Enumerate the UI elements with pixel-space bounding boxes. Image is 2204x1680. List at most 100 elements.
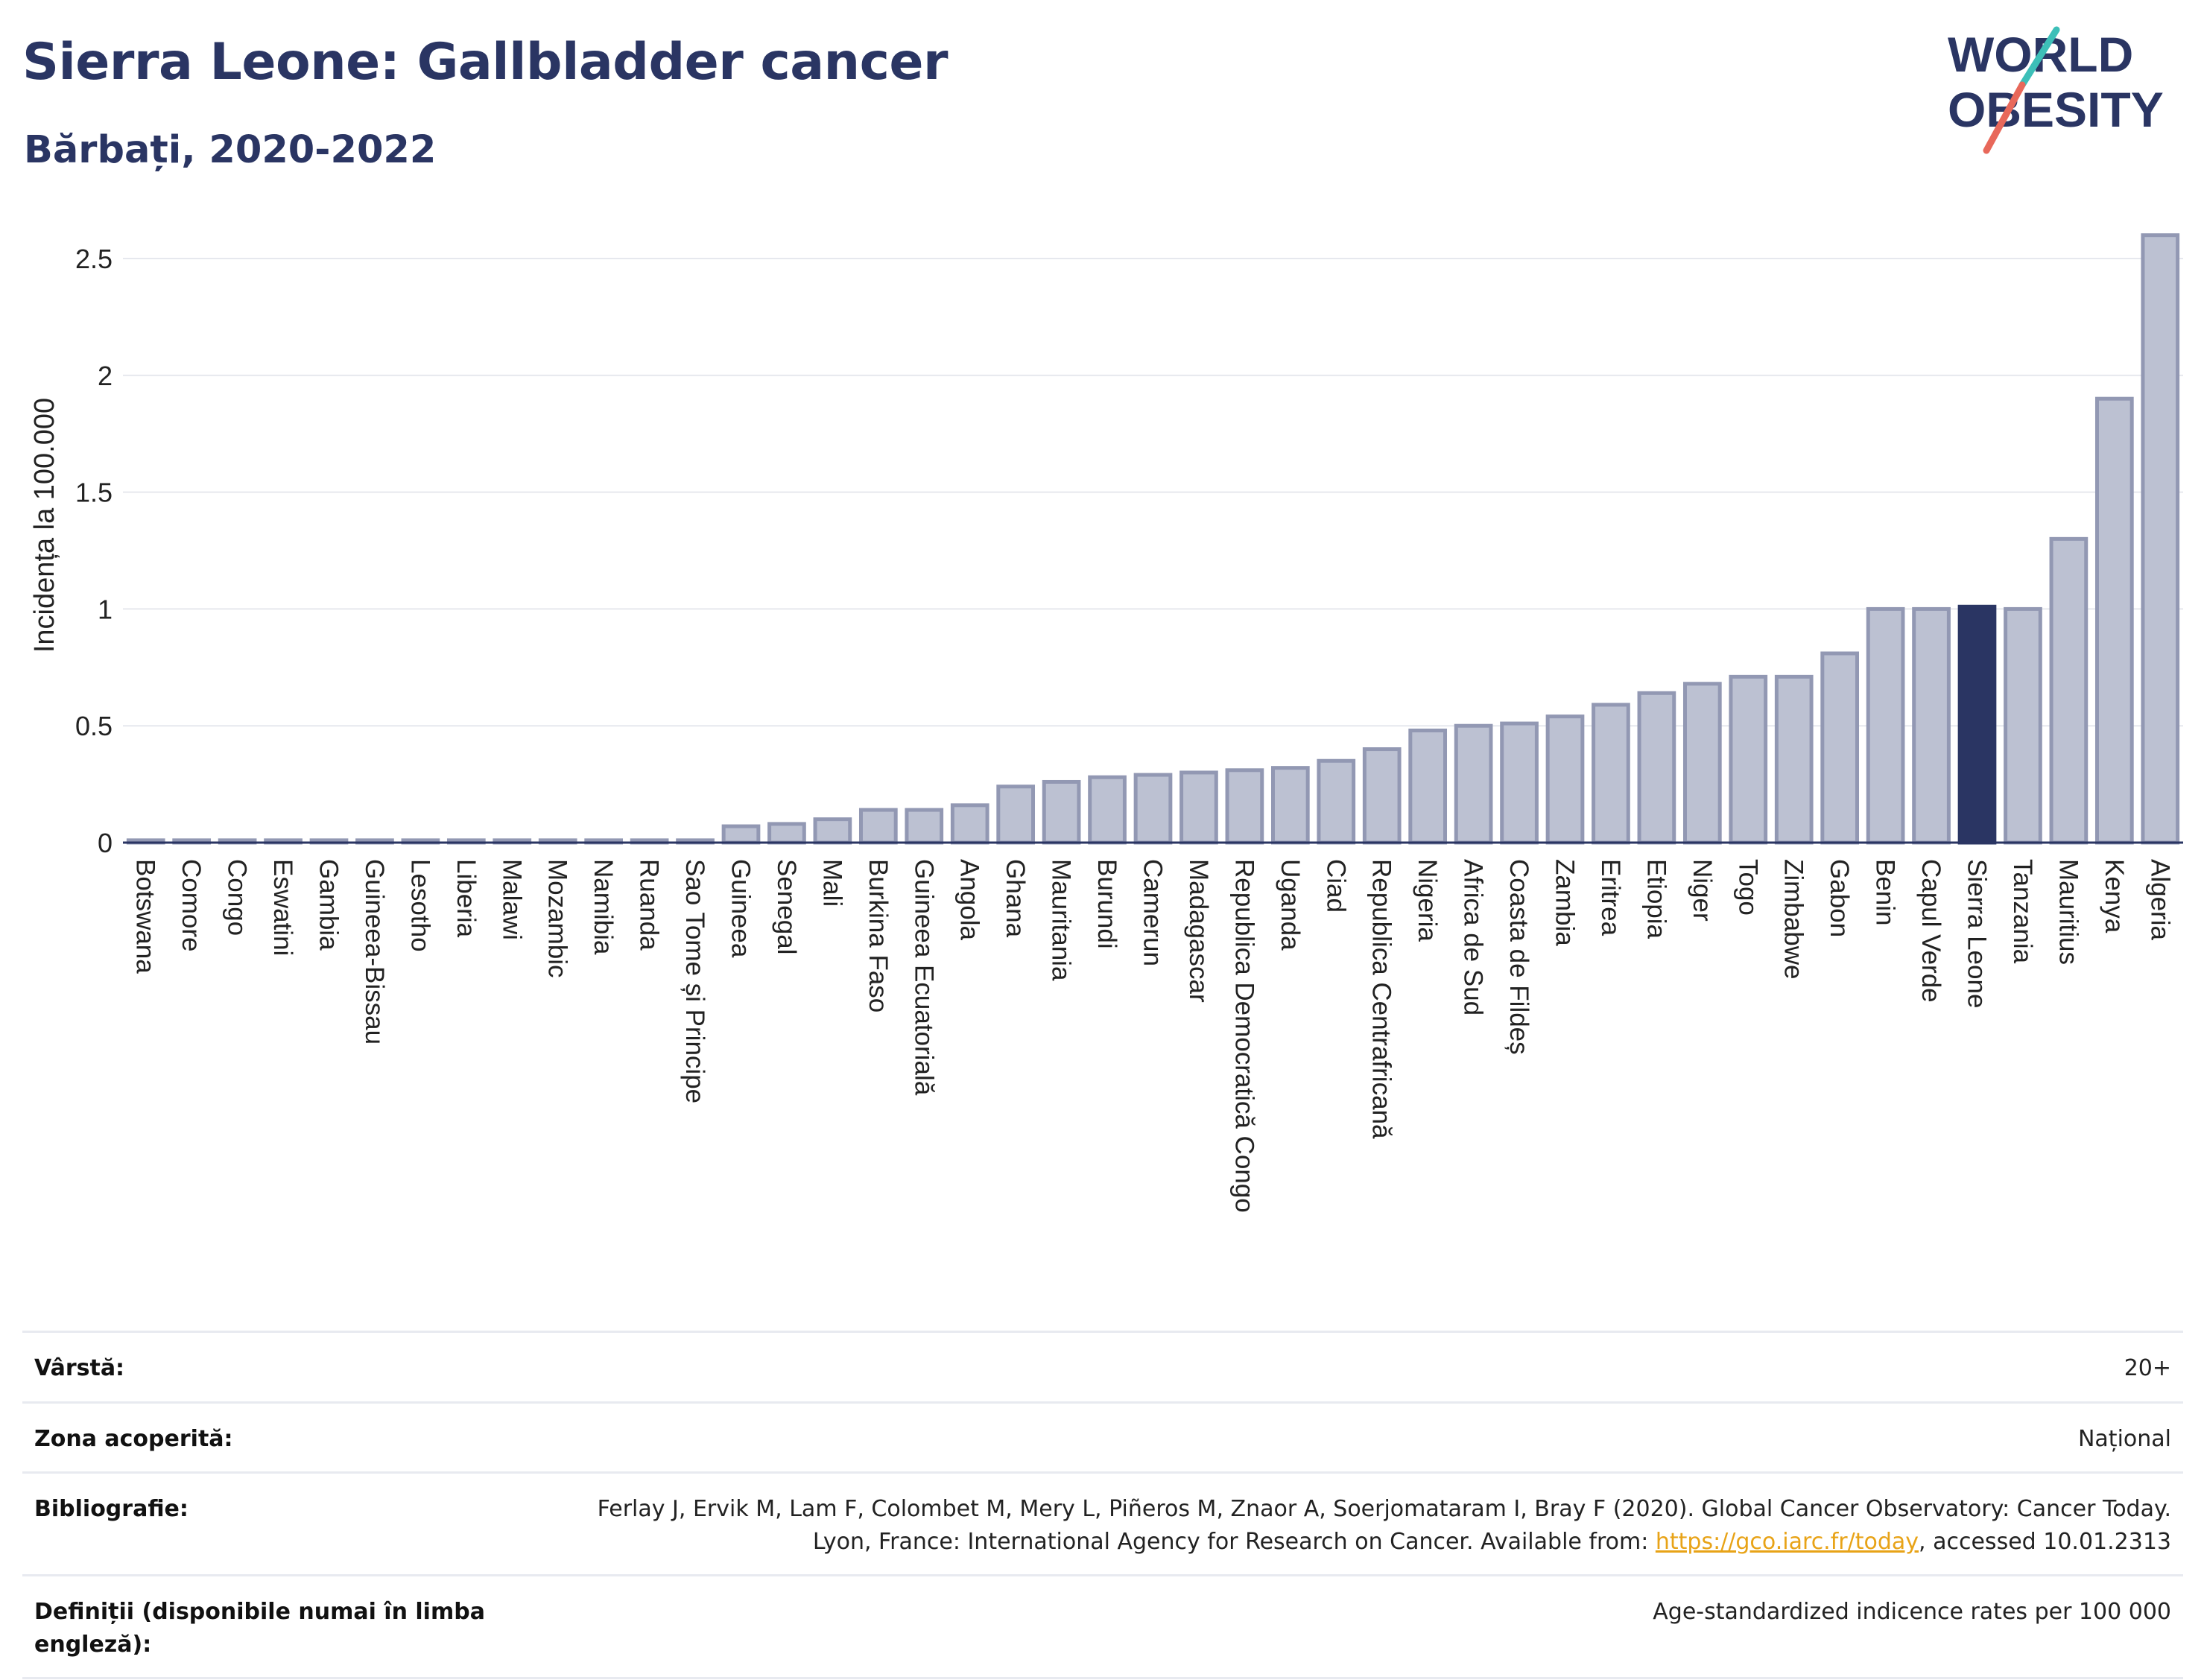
meta-value: 20+ bbox=[523, 1331, 2183, 1404]
bar bbox=[1637, 691, 1676, 845]
x-tick-label: Liberia bbox=[452, 859, 481, 938]
bar bbox=[1866, 606, 1905, 845]
x-tick-label: Mauritania bbox=[1047, 859, 1076, 981]
x-tick-label: Capul Verde bbox=[1916, 859, 1945, 1003]
meta-row-definitions: Definiții (disponibile numai în limba en… bbox=[22, 1574, 2183, 1679]
meta-label: Definiții (disponibile numai în limba en… bbox=[22, 1574, 523, 1679]
x-tick-label: Camerun bbox=[1139, 859, 1168, 966]
x-tick-label: Malawi bbox=[497, 859, 526, 940]
bar bbox=[1957, 604, 1997, 845]
bars bbox=[126, 233, 2180, 845]
x-tick-label: Algeria bbox=[2145, 859, 2174, 940]
x-tick-label: Zambia bbox=[1551, 859, 1580, 946]
x-tick-label: Gabon bbox=[1825, 859, 1854, 937]
y-tick-label: 0.5 bbox=[75, 711, 113, 741]
bar bbox=[813, 817, 852, 845]
x-tick-label: Etiopia bbox=[1641, 859, 1671, 939]
x-tick-label: Sierra Leone bbox=[1963, 859, 1992, 1008]
bar bbox=[1820, 651, 1860, 845]
x-tick-label: Africa de Sud bbox=[1459, 859, 1488, 1015]
bar bbox=[1088, 775, 1127, 845]
x-tick-label: Botswana bbox=[131, 859, 160, 974]
x-tick-label: Mozambic bbox=[543, 859, 572, 977]
bar bbox=[1774, 674, 1814, 845]
bar bbox=[1179, 770, 1218, 845]
bar bbox=[721, 824, 761, 845]
chart-subtitle: Bărbați, 2020-2022 bbox=[24, 128, 437, 172]
bar bbox=[1133, 773, 1173, 845]
meta-label: Bibliografie: bbox=[22, 1471, 523, 1576]
bar bbox=[1729, 674, 1768, 845]
y-tick-label: 1 bbox=[98, 594, 113, 624]
bar bbox=[1408, 728, 1448, 845]
x-tick-label: Namibia bbox=[589, 859, 618, 955]
y-tick-label: 0 bbox=[98, 828, 113, 858]
bar bbox=[1225, 768, 1264, 845]
bar bbox=[1454, 723, 1493, 845]
metadata-table: Vârstă: 20+ Zona acoperită: Național Bib… bbox=[22, 1331, 2183, 1679]
y-tick-label: 1.5 bbox=[75, 478, 113, 508]
bar bbox=[767, 822, 806, 845]
x-tick-label: Congo bbox=[223, 859, 252, 936]
bibliography-text: Ferlay J, Ervik M, Lam F, Colombet M, Me… bbox=[597, 1496, 2171, 1555]
x-tick-label: Mauritius bbox=[2053, 859, 2083, 965]
y-tick-label: 2.5 bbox=[75, 244, 113, 274]
y-axis-label: Incidența la 100.000 bbox=[29, 398, 60, 653]
bar bbox=[1270, 766, 1310, 845]
bar-chart: 0 0.5 1 1.5 2 2.5 Botswana Comore Congo Eswatini G… bbox=[29, 233, 2183, 1213]
x-tick-label: Togo bbox=[1733, 859, 1762, 916]
x-tick-label: Senegal bbox=[772, 859, 801, 954]
bar bbox=[2094, 396, 2134, 845]
x-tick-label: Nigeria bbox=[1413, 859, 1442, 942]
x-tick-label: Zimbabwe bbox=[1779, 859, 1808, 979]
x-tick-label: Republica Democratică Congo bbox=[1229, 859, 1258, 1213]
meta-row-bibliography: Bibliografie: Ferlay J, Ervik M, Lam F, … bbox=[22, 1471, 2183, 1576]
bar bbox=[2049, 536, 2089, 845]
bar bbox=[1545, 714, 1585, 845]
x-tick-label: Madagascar bbox=[1184, 859, 1213, 1003]
bar bbox=[1682, 682, 1722, 845]
bibliography-accessed: , accessed 10.01.2313 bbox=[1919, 1528, 2171, 1555]
x-tick-label: Burundi bbox=[1092, 859, 1121, 949]
x-tick-label: Eswatini bbox=[268, 859, 297, 956]
bar bbox=[905, 808, 944, 845]
bar bbox=[1912, 606, 1951, 845]
source-link[interactable]: https://gco.iarc.fr/today bbox=[1655, 1528, 1919, 1555]
x-tick-label: Ghana bbox=[1001, 859, 1030, 938]
x-tick-label: Republica Centrafricană bbox=[1367, 859, 1396, 1139]
bar bbox=[858, 808, 898, 845]
meta-label: Zona acoperită: bbox=[22, 1401, 523, 1474]
logo-slash-bottom bbox=[1983, 81, 2026, 154]
x-tick-label: Uganda bbox=[1276, 859, 1305, 951]
bar bbox=[1042, 779, 1081, 845]
x-tick-label: Ruanda bbox=[635, 859, 664, 951]
x-tick-label: Angola bbox=[955, 859, 984, 941]
world-obesity-logo: WORLD OBESITY bbox=[1948, 26, 2164, 154]
meta-value: Age-standardized indicence rates per 100… bbox=[523, 1574, 2183, 1679]
x-tick-label: Comore bbox=[177, 859, 206, 951]
x-tick-label: Tanzania bbox=[2008, 859, 2037, 964]
meta-value: Ferlay J, Ervik M, Lam F, Colombet M, Me… bbox=[523, 1471, 2183, 1576]
x-tick-label: Niger bbox=[1688, 859, 1717, 922]
bar bbox=[1317, 758, 1356, 845]
logo-slash-top bbox=[2018, 26, 2060, 89]
bar bbox=[1592, 703, 1630, 845]
axes: 0 0.5 1 1.5 2 2.5 Botswana Comore Congo Eswatini G… bbox=[75, 244, 2183, 1213]
meta-value: Național bbox=[523, 1401, 2183, 1474]
x-tick-label: Lesotho bbox=[405, 859, 434, 952]
bar bbox=[2004, 606, 2042, 845]
x-tick-label: Eritrea bbox=[1596, 859, 1625, 936]
logo-line2: OBESITY bbox=[1948, 82, 2164, 137]
x-tick-label: Mali bbox=[817, 859, 846, 907]
x-tick-label: Ciad bbox=[1321, 859, 1350, 913]
x-tick-label: Coasta de Fildeș bbox=[1504, 859, 1533, 1055]
y-tick-label: 2 bbox=[98, 361, 113, 391]
bar bbox=[950, 803, 989, 845]
bar bbox=[1500, 721, 1539, 845]
x-tick-label: Guineea Ecuatorială bbox=[909, 859, 938, 1096]
meta-row-age: Vârstă: 20+ bbox=[22, 1331, 2183, 1404]
bar bbox=[1362, 747, 1402, 845]
x-tick-label: Benin bbox=[1871, 859, 1900, 926]
x-tick-label: Kenya bbox=[2100, 859, 2129, 933]
x-tick-label: Sao Tome și Principe bbox=[680, 859, 709, 1103]
